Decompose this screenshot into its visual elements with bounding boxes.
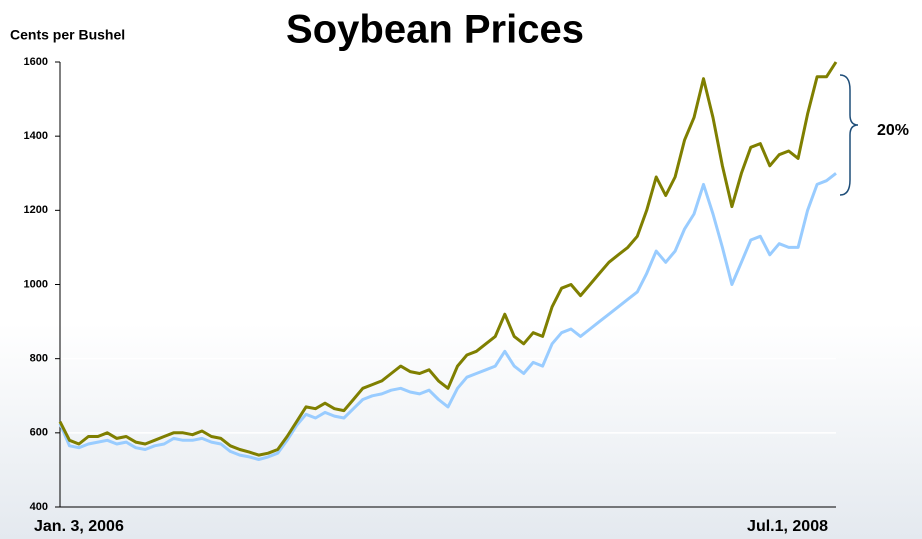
brace xyxy=(839,74,859,196)
y-tick-label: 400 xyxy=(30,501,48,513)
y-tick-label: 800 xyxy=(30,353,48,365)
x-tick-label: Jan. 3, 2006 xyxy=(34,518,124,535)
chart-title: Soybean Prices xyxy=(286,8,584,52)
x-tick-label: Jul.1, 2008 xyxy=(747,518,828,535)
y-tick-label: 1000 xyxy=(24,278,48,290)
y-axis-label: Cents per Bushel xyxy=(10,27,125,43)
annotation: 20% xyxy=(877,122,909,139)
y-tick-label: 1200 xyxy=(24,204,48,216)
line-series xyxy=(58,172,837,461)
line-series xyxy=(58,61,838,457)
y-tick-label: 1400 xyxy=(24,130,48,142)
y-tick-label: 1600 xyxy=(24,56,48,68)
y-tick-label: 600 xyxy=(30,427,48,439)
